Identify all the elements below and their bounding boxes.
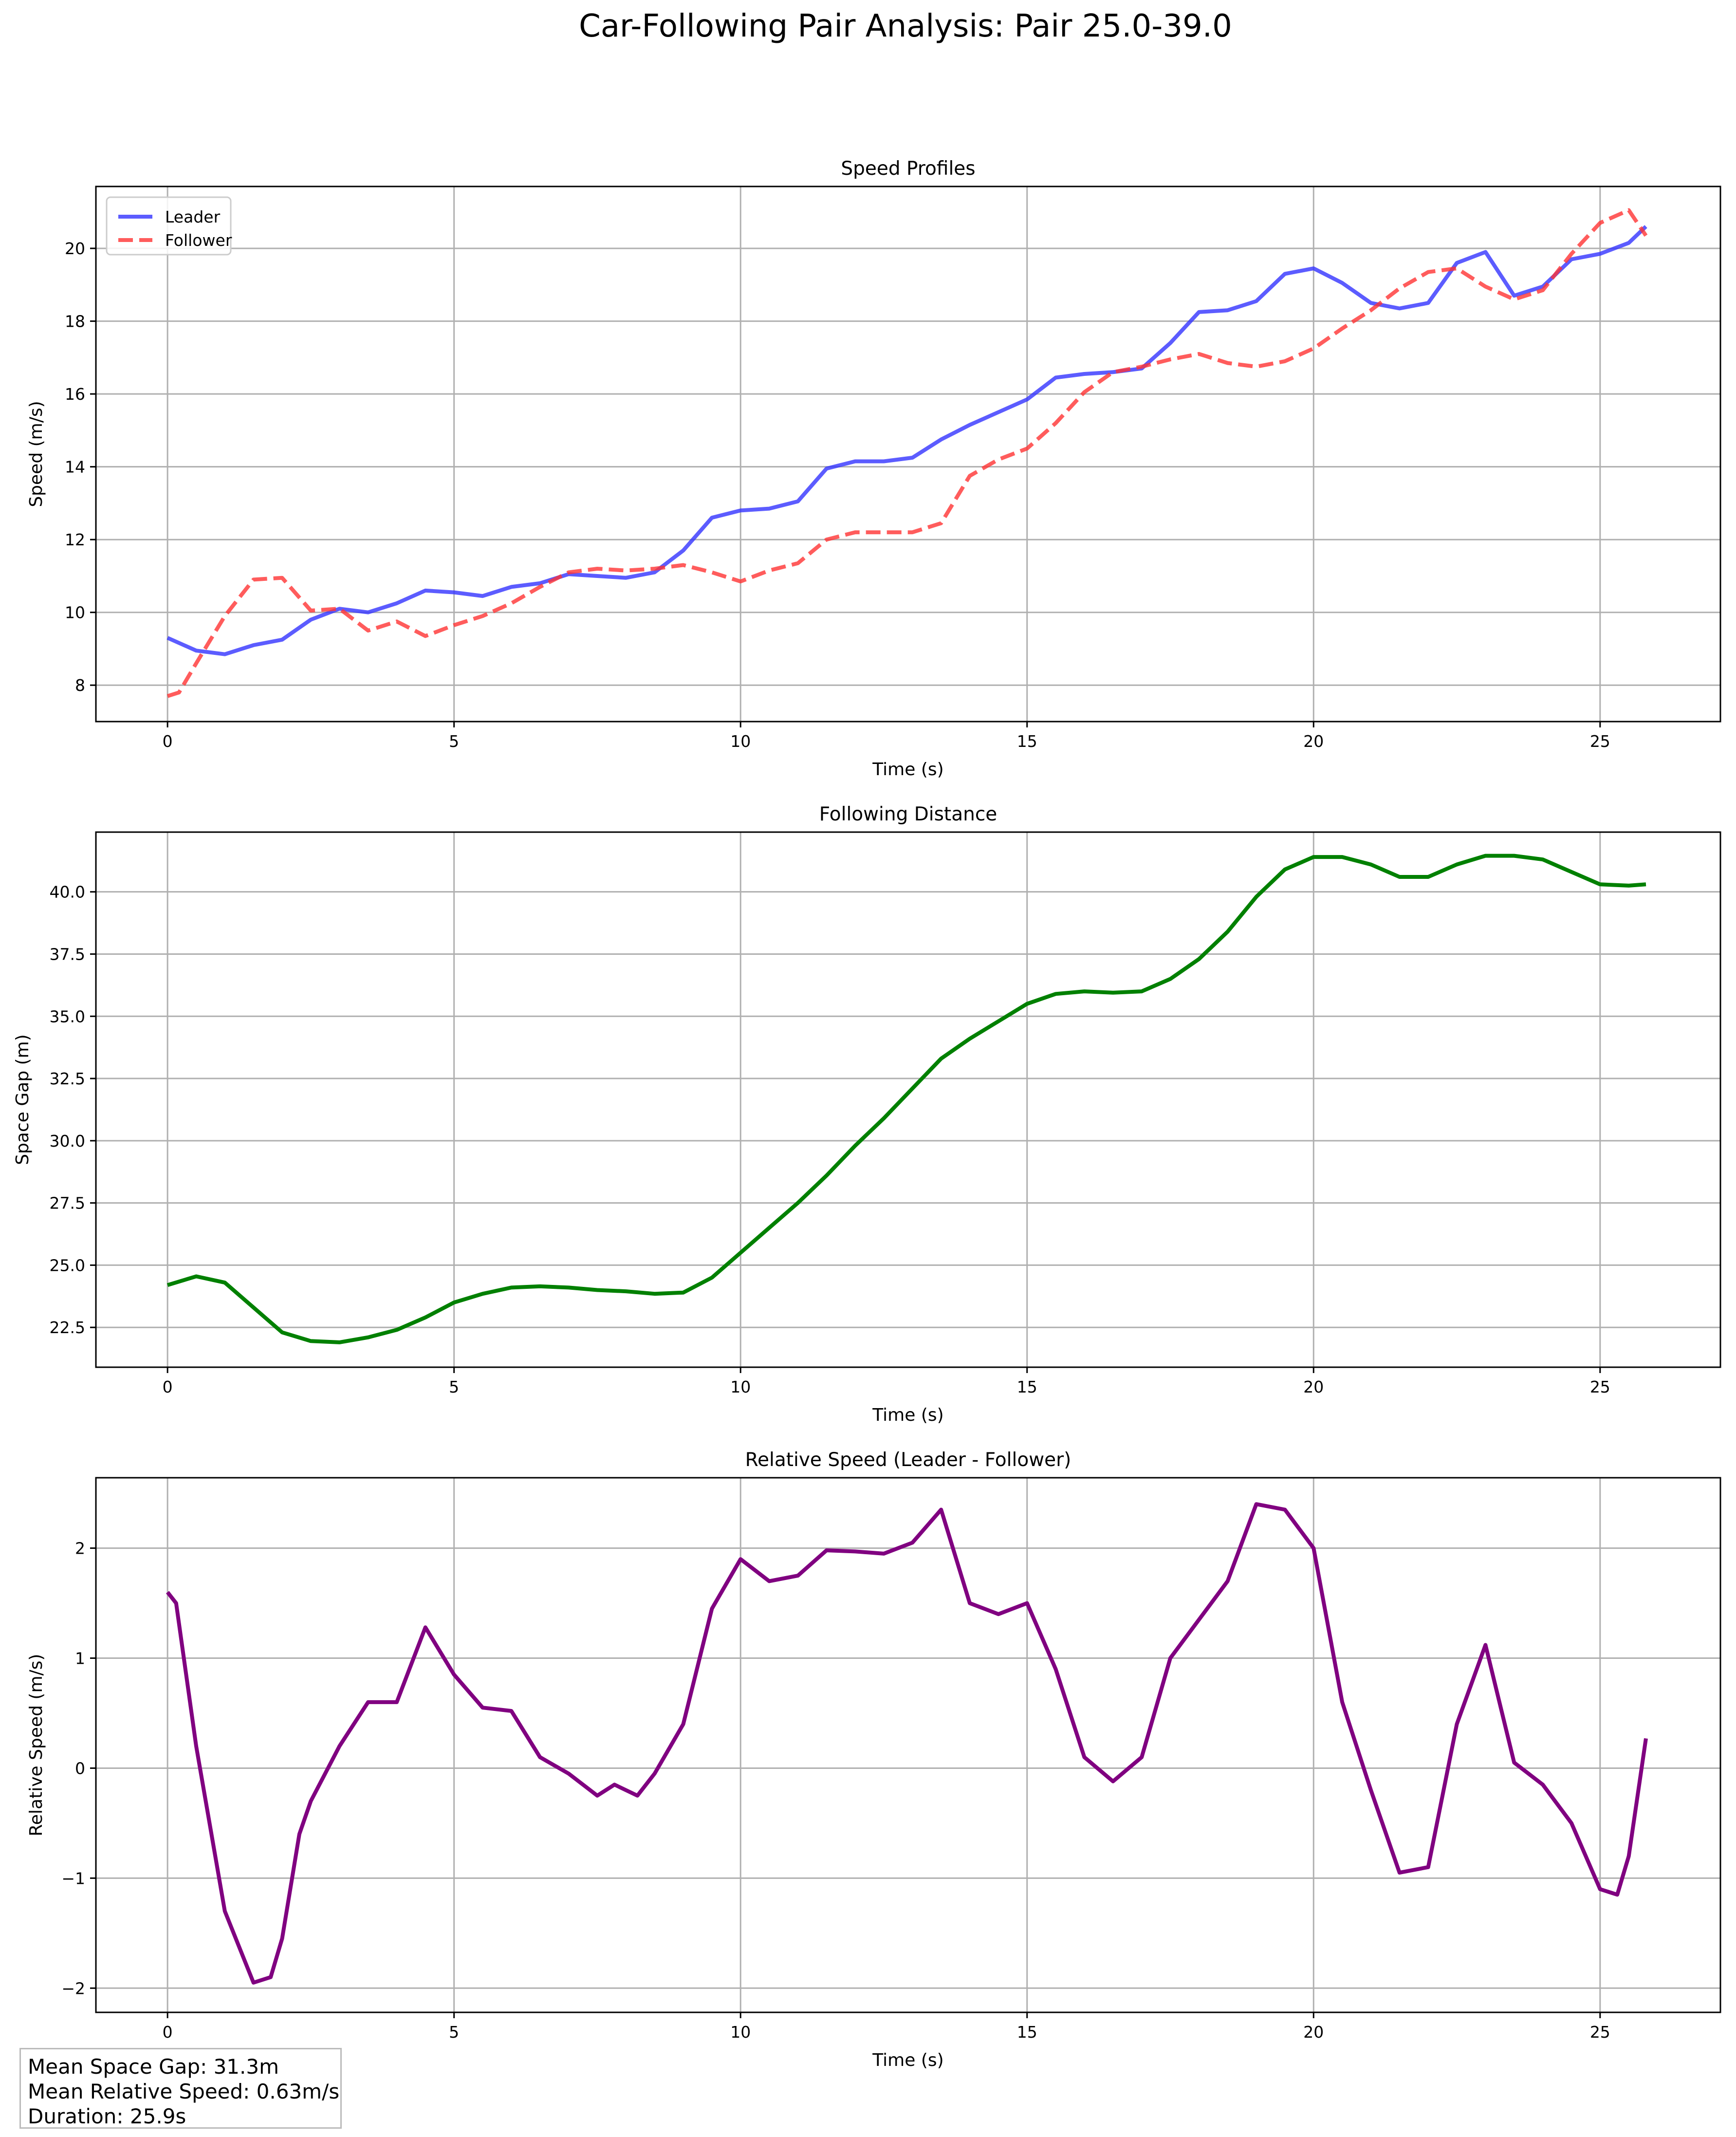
axes-frame — [95, 186, 1721, 723]
y-tick-label: −1 — [61, 1869, 85, 1888]
x-tick-label: 25 — [1590, 2023, 1610, 2042]
follower-series-line — [166, 208, 1648, 698]
duration-text: Duration: 25.9s — [28, 2104, 186, 2128]
axes-frame — [95, 1477, 1721, 2013]
x-tick-label: 15 — [1017, 1377, 1037, 1396]
following-distance-panel: 0 5 10 15 20 25 22.5 25.0 27.5 30.0 32.5 35.0 37.5 40… — [13, 803, 1721, 1425]
y-axis-label: Speed (m/s) — [26, 401, 46, 507]
data-series-line — [166, 1502, 1648, 1985]
axes-frame — [95, 831, 1721, 1368]
y-tick-label: 25.0 — [50, 1256, 85, 1275]
y-tick-label: 8 — [75, 676, 85, 695]
leader-legend-label: Leader — [165, 207, 221, 226]
x-axis-label: Time (s) — [872, 1405, 943, 1425]
x-axis-label: Time (s) — [872, 2050, 943, 2070]
y-tick-label: 40.0 — [50, 883, 85, 902]
mean-space-gap-text: Mean Space Gap: 31.3m — [28, 2055, 279, 2079]
follower-legend-label: Follower — [165, 231, 232, 250]
x-tick-label: 0 — [163, 732, 173, 751]
subplot-title: Following Distance — [819, 803, 997, 825]
y-tick-label: 18 — [65, 312, 85, 331]
x-tick-label: 20 — [1303, 732, 1324, 751]
y-axis-label: Space Gap (m) — [13, 1034, 33, 1165]
x-tick-label: 5 — [449, 2023, 459, 2042]
y-tick-label: 14 — [65, 458, 85, 477]
speed-profiles-panel: 0 5 10 15 20 25 8 10 12 14 16 18 20 Speed Profiles Tim… — [26, 158, 1721, 780]
y-tick-label: 16 — [65, 385, 85, 404]
y-tick-label: 35.0 — [50, 1007, 85, 1026]
y-tick-label: 22.5 — [50, 1318, 85, 1337]
y-tick-label: 0 — [75, 1759, 85, 1778]
x-tick-label: 25 — [1590, 732, 1610, 751]
subplot-title: Relative Speed (Leader - Follower) — [745, 1449, 1071, 1471]
y-tick-label: 12 — [65, 530, 85, 549]
x-tick-label: 5 — [449, 1377, 459, 1396]
y-tick-label: 32.5 — [50, 1069, 85, 1088]
y-tick-label: 27.5 — [50, 1194, 85, 1213]
legend-box — [106, 196, 232, 256]
x-tick-label: 15 — [1017, 732, 1037, 751]
y-axis-label: Relative Speed (m/s) — [26, 1654, 46, 1837]
x-tick-label: 20 — [1303, 1377, 1324, 1396]
x-tick-label: 10 — [730, 732, 751, 751]
subplot-title: Speed Profiles — [841, 158, 975, 180]
y-tick-label: 37.5 — [50, 945, 85, 964]
data-series-line — [166, 854, 1646, 1344]
y-tick-label: 30.0 — [50, 1132, 85, 1151]
y-tick-label: 10 — [65, 603, 85, 622]
y-tick-label: −2 — [61, 1979, 85, 1998]
figure-title: Car-Following Pair Analysis: Pair 25.0-3… — [579, 8, 1232, 44]
y-tick-label: 2 — [75, 1539, 85, 1558]
y-tick-label: 1 — [75, 1649, 85, 1668]
x-tick-label: 25 — [1590, 1377, 1610, 1396]
relative-speed-panel: 0 5 10 15 20 25 −2 −1 0 1 2 Relative Speed (Leader … — [26, 1449, 1721, 2070]
mean-relative-speed-text: Mean Relative Speed: 0.63m/s — [28, 2080, 340, 2103]
x-tick-label: 10 — [730, 1377, 751, 1396]
x-tick-label: 0 — [163, 2023, 173, 2042]
x-tick-label: 10 — [730, 2023, 751, 2042]
leader-series-line — [166, 225, 1647, 656]
x-axis-label: Time (s) — [872, 760, 943, 780]
x-tick-label: 5 — [449, 732, 459, 751]
x-tick-label: 20 — [1303, 2023, 1324, 2042]
summary-stats-box: Mean Space Gap: 31.3m Mean Relative Spee… — [19, 2048, 342, 2129]
x-tick-label: 15 — [1017, 2023, 1037, 2042]
y-tick-label: 20 — [65, 239, 85, 258]
x-tick-label: 0 — [163, 1377, 173, 1396]
